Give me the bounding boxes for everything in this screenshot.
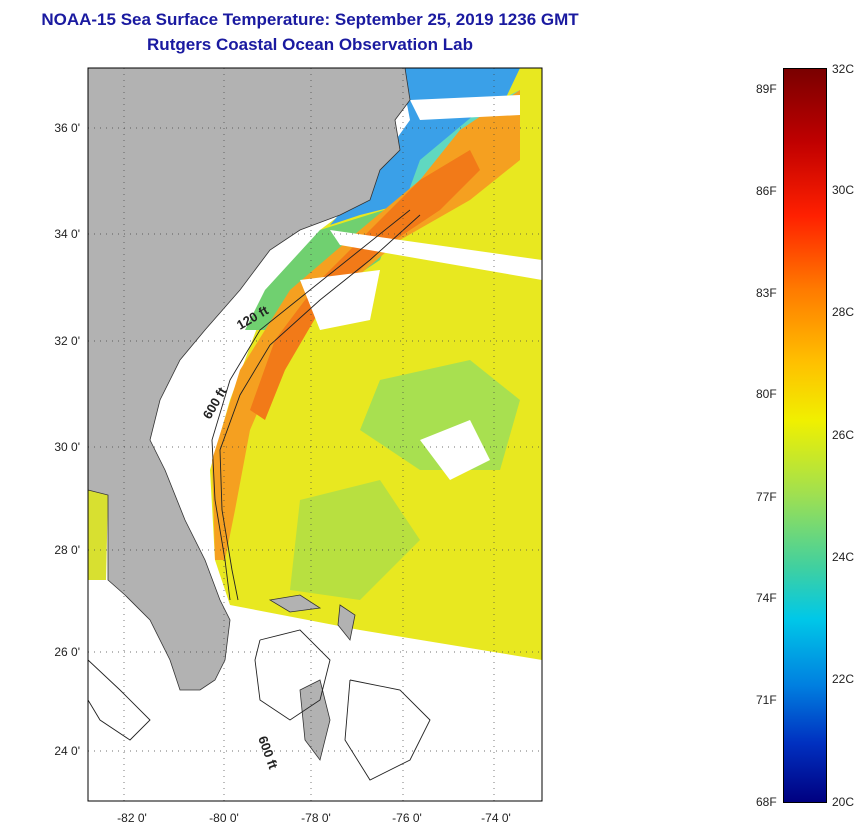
colorbar-c-22: 22C — [832, 672, 855, 686]
lat-label-34: 34 0' — [54, 227, 80, 241]
lon-label-76: -76 0' — [392, 811, 422, 825]
cloud-gap-3 — [420, 420, 490, 480]
land-southeast-us — [88, 68, 411, 691]
colorbar-f-89: 89F — [756, 82, 777, 96]
cloud-gap-1 — [330, 230, 542, 280]
sst-offshore-green-2 — [290, 480, 420, 600]
lat-label-30: 30 0' — [54, 440, 80, 454]
lat-label-32: 32 0' — [54, 334, 80, 348]
lon-label-78: -78 0' — [301, 811, 331, 825]
colorbar-f-74: 74F — [756, 591, 777, 605]
colorbar-c-26: 26C — [832, 428, 855, 442]
sst-swath — [210, 68, 542, 660]
map-title: NOAA-15 Sea Surface Temperature: Septemb… — [41, 10, 579, 29]
lon-label-80: -80 0' — [209, 811, 239, 825]
colorbar-c-30: 30C — [832, 183, 855, 197]
contour-bahamas-2 — [344, 679, 431, 781]
temperature-colorbar — [783, 68, 827, 803]
colorbar-c-32: 32C — [832, 62, 855, 76]
colorbar-c-28: 28C — [832, 305, 855, 319]
contour-gulf — [88, 659, 151, 741]
sst-warm-core — [250, 150, 480, 420]
cloud-gap-2 — [410, 95, 520, 120]
contour-120ft — [211, 209, 411, 601]
land-abaco — [337, 604, 356, 641]
lat-label-28: 28 0' — [54, 543, 80, 557]
colorbar-f-86: 86F — [756, 184, 777, 198]
lon-label-74: -74 0' — [481, 811, 511, 825]
map-frame — [87, 67, 543, 802]
colorbar-f-83: 83F — [756, 286, 777, 300]
contour-bahamas — [254, 629, 331, 721]
sst-gulf-west — [88, 490, 108, 580]
colorbar-c-20: 20C — [832, 795, 855, 809]
colorbar-f-68: 68F — [756, 795, 777, 809]
colorbar-f-71: 71F — [756, 693, 777, 707]
contour-600ft — [219, 214, 421, 601]
cloud-gap-4 — [300, 270, 380, 330]
map-grid — [88, 68, 542, 801]
land-andros — [299, 679, 331, 761]
sst-gulf-stream — [212, 90, 520, 560]
lat-label-24: 24 0' — [54, 744, 80, 758]
lat-label-26: 26 0' — [54, 645, 80, 659]
land-grand-bahama — [268, 594, 322, 613]
colorbar-c-24: 24C — [832, 550, 855, 564]
colorbar-f-77: 77F — [756, 490, 777, 504]
lat-label-36: 36 0' — [54, 121, 80, 135]
map-subtitle: Rutgers Coastal Ocean Observation Lab — [147, 35, 473, 54]
lon-label-82: -82 0' — [117, 811, 147, 825]
colorbar-f-80: 80F — [756, 387, 777, 401]
